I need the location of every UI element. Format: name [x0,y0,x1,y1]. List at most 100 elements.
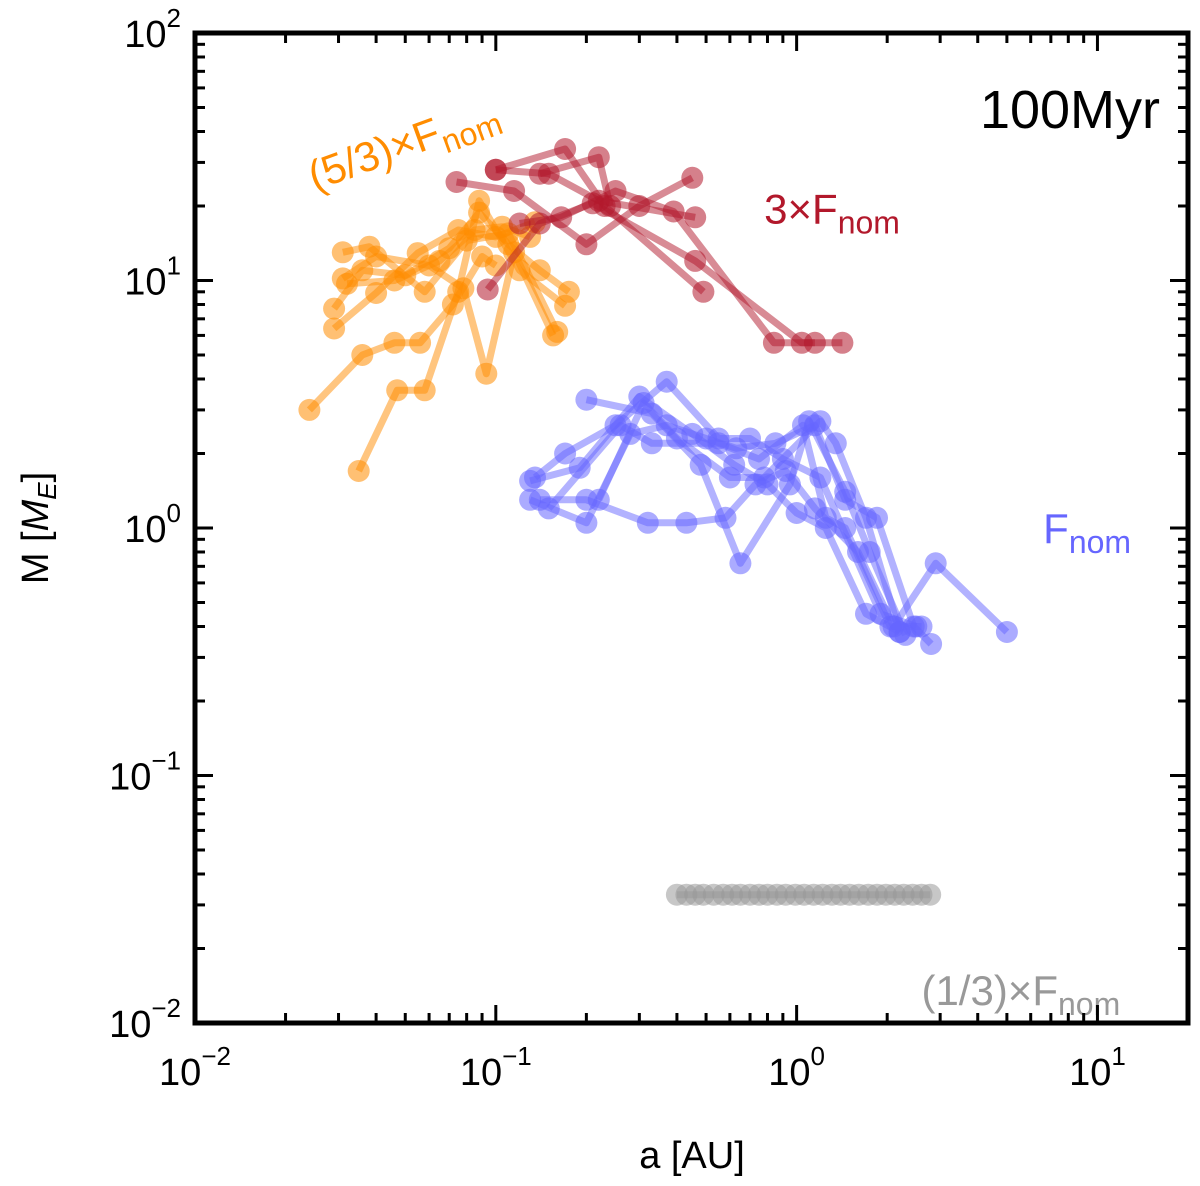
planet-point [484,158,507,181]
planet-point [855,506,877,529]
planet-point [409,331,432,354]
x-tick-label: 10−1 [460,1041,532,1094]
planet-point [814,506,837,529]
planet-point [358,235,381,258]
planet-point [508,212,531,235]
planet-point [803,331,826,354]
planet-point [655,370,678,393]
planet-point [748,448,770,470]
series-3 [665,883,942,906]
planet-point [386,379,409,402]
planet-point [636,511,659,534]
series-label: (5/3)×Fnom [302,87,508,207]
planet-point [546,320,569,343]
planet-point [351,344,374,366]
planet-point [729,552,752,575]
y-axis-label-var: M [15,499,57,531]
planet-point [824,432,847,455]
planet-point [718,466,741,489]
planet-point [640,432,663,455]
planet-point [537,497,560,520]
planet-point [463,219,486,241]
planet-point [475,362,498,385]
planet-point [785,502,808,524]
planet-point [491,215,514,238]
planet-point [365,282,388,304]
planet-point [707,432,730,455]
planet-point [692,280,715,303]
planet-point [347,460,370,482]
planet-point [351,259,374,282]
planet-point [413,280,436,303]
series-1 [445,138,854,354]
planet-point [554,138,577,160]
planet-point [855,602,877,625]
planet-point [753,466,776,489]
planet-point [528,259,551,282]
x-axis-label: a [AU] [639,1135,745,1177]
planet-point [587,488,610,511]
planet-point [445,171,468,193]
planet-point [575,233,598,256]
planet-point [575,511,598,534]
planet-point [497,233,520,256]
planet-point [662,200,685,223]
planet-point [447,280,470,303]
planet-point [888,621,911,643]
planet-point [331,241,354,264]
series-2 [519,370,1018,655]
system-line [539,467,1010,635]
snapshot-annotation: 100Myr [980,80,1160,140]
planet-point [834,517,857,539]
planet-point [528,212,551,235]
system-line [494,145,706,295]
series-label: Fnom [1043,505,1131,560]
y-tick-label: 102 [124,3,181,56]
planet-point [681,166,704,189]
y-tick-label: 100 [124,498,181,551]
series-labels: (5/3)×Fnom 3×Fnom Fnom (1/3)×Fnom [302,87,1131,1022]
series-label: 3×Fnom [764,185,900,240]
planet-point [587,146,610,169]
y-axis-label: M [ME] [15,472,62,584]
planet-point [919,883,942,906]
x-tick-label: 10−2 [159,1041,231,1094]
planet-point [924,552,947,575]
planet-point [684,206,707,229]
planet-point [665,427,688,450]
planet-point [809,410,832,433]
system-line [546,421,922,630]
planet-point [383,331,406,354]
planet-point [298,398,321,421]
planet-point [675,511,698,534]
series-label: (1/3)×Fnom [921,967,1120,1022]
planet-point [519,469,542,492]
axis-ticks: 10−2 10−1 100 101 10−2 10−1 100 101 102 [109,3,1190,1094]
x-tick-label: 100 [768,1041,825,1094]
planet-point [383,269,406,292]
planet-point [599,195,622,217]
planet-point [468,201,491,224]
y-tick-label: 10−1 [109,746,181,799]
planet-point [910,615,933,638]
y-tick-label: 101 [124,251,181,304]
planet-point [609,414,632,437]
y-tick-label: 10−2 [109,993,181,1046]
y-axis-label-suffix: ] [15,472,57,483]
planet-point [920,633,943,655]
planet-point [557,280,580,303]
planet-point [554,442,577,465]
planet-point [476,278,499,301]
y-axis-label-prefix: M [ [15,531,57,584]
planet-point [739,427,761,450]
planet-point [323,317,346,340]
planet-point [575,388,598,411]
planet-point [336,272,358,295]
planet-point [762,331,785,354]
planet-point [995,621,1018,643]
y-axis-label-sub: E [32,482,62,500]
planet-point [831,331,854,354]
planet-point [323,297,346,320]
planet-point [778,473,801,496]
